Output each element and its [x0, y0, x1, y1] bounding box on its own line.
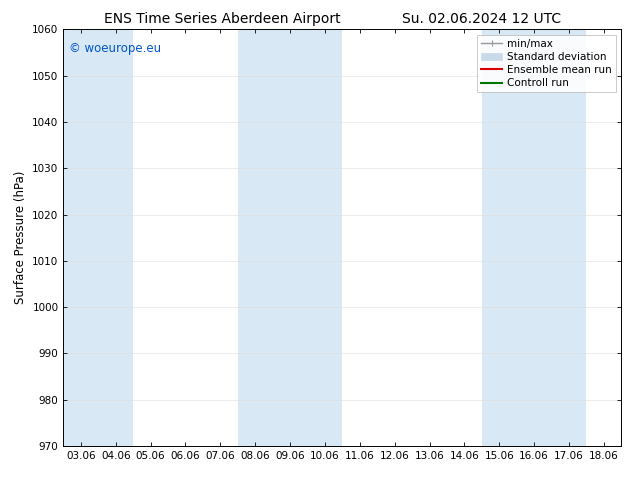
Y-axis label: Surface Pressure (hPa): Surface Pressure (hPa) [14, 171, 27, 304]
Bar [482, 29, 586, 446]
Bar [63, 29, 133, 446]
Text: Su. 02.06.2024 12 UTC: Su. 02.06.2024 12 UTC [403, 12, 561, 26]
Legend: min/max, Standard deviation, Ensemble mean run, Controll run: min/max, Standard deviation, Ensemble me… [477, 35, 616, 92]
Text: ENS Time Series Aberdeen Airport: ENS Time Series Aberdeen Airport [103, 12, 340, 26]
Text: © woeurope.eu: © woeurope.eu [69, 42, 161, 55]
Bar [238, 29, 342, 446]
